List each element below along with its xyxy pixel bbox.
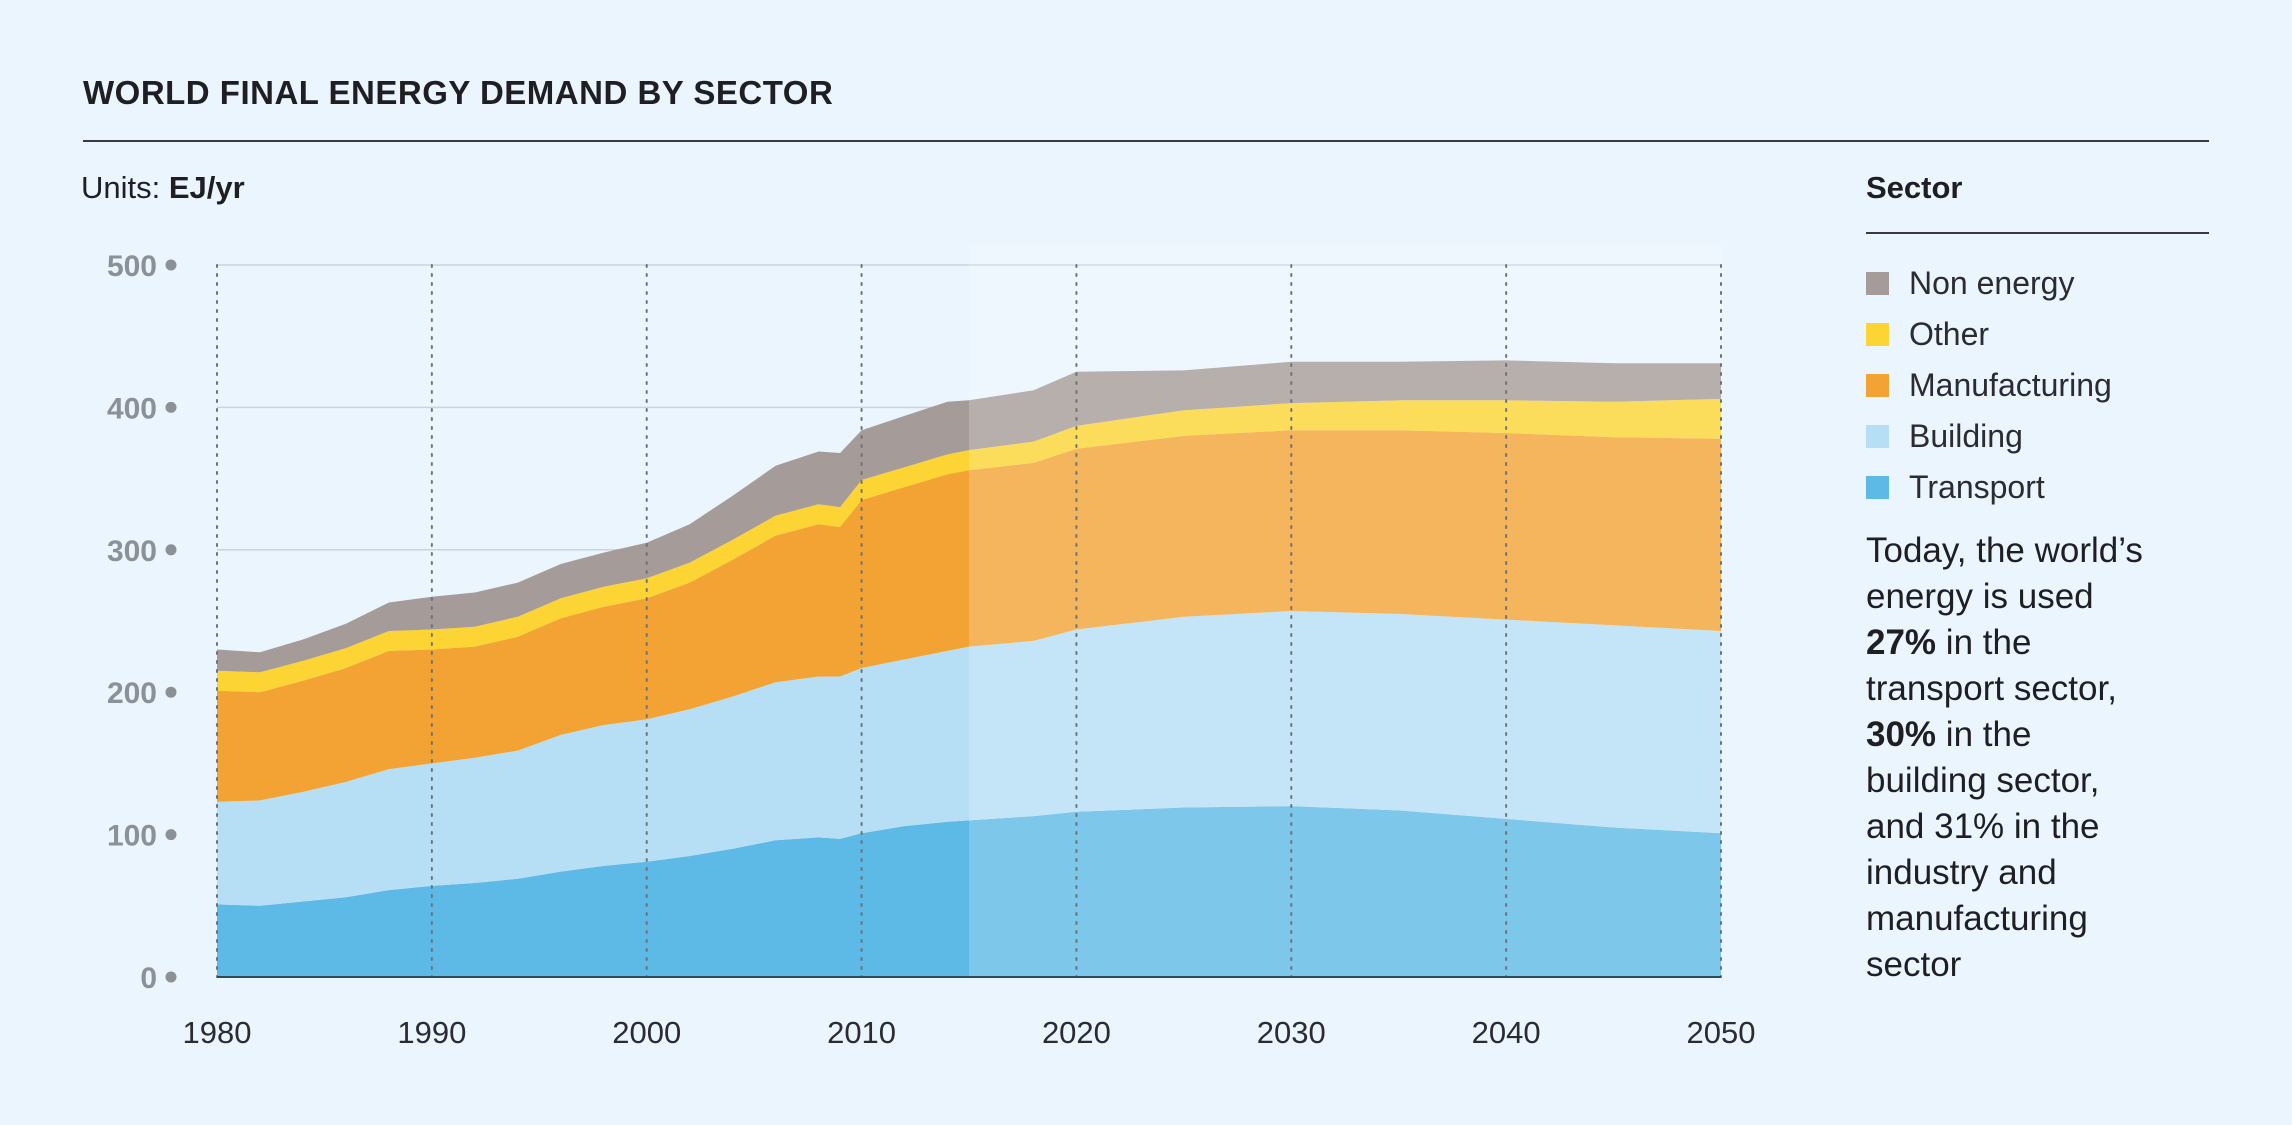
legend-swatch — [1866, 323, 1889, 346]
note-line: transport sector, — [1866, 669, 2117, 708]
x-tick-label: 2050 — [1687, 1015, 1756, 1050]
legend-label: Building — [1909, 418, 2023, 454]
legend-list: Non energy Other Manufacturing Building … — [1866, 258, 2209, 513]
title-divider — [83, 140, 2209, 142]
legend-item-non-energy: Non energy — [1866, 258, 2209, 309]
y-tick-dot — [165, 971, 177, 983]
legend-swatch — [1866, 425, 1889, 448]
note-line: manufacturing — [1866, 899, 2088, 938]
note-line: and 31% in the — [1866, 807, 2100, 846]
legend-swatch — [1866, 272, 1889, 295]
note-building-percent: 30% — [1866, 715, 1937, 754]
legend-label: Non energy — [1909, 265, 2075, 301]
note-line: in the — [1936, 715, 2032, 754]
legend-item-transport: Transport — [1866, 462, 2209, 513]
axes: 0 100 200 300 400 500 1980 1990 2000 2010 2020 2030… — [107, 250, 1756, 1050]
projection-overlay — [969, 245, 1721, 977]
area-other — [217, 398, 1721, 693]
y-tick-dot — [165, 401, 177, 413]
y-tick-label: 500 — [107, 250, 157, 283]
units-value: EJ/yr — [168, 170, 245, 205]
summary-note: Today, the world’s energy is used 27% in… — [1866, 528, 2196, 988]
legend-title: Sector — [1866, 170, 1963, 205]
units-prefix: Units: — [81, 170, 169, 205]
legend-item-other: Other — [1866, 309, 2209, 360]
x-tick-label: 2020 — [1042, 1015, 1111, 1050]
year-gridlines — [216, 264, 1722, 978]
area-building — [217, 611, 1721, 906]
y-tick-dot — [165, 829, 177, 841]
area-series — [217, 360, 1721, 977]
area-transport — [217, 806, 1721, 977]
legend-label: Transport — [1909, 469, 2045, 505]
note-line: industry and — [1866, 853, 2057, 892]
y-tick-label: 100 — [107, 820, 157, 853]
note-transport-percent: 27% — [1866, 623, 1937, 662]
units-label: Units: EJ/yr — [81, 170, 245, 206]
y-tick-dot — [165, 686, 177, 698]
legend-item-building: Building — [1866, 411, 2209, 462]
x-tick-label: 1980 — [183, 1015, 252, 1050]
x-tick-label: 2010 — [827, 1015, 896, 1050]
legend: Sector Non energy Other Manufacturing Bu… — [1866, 170, 2209, 513]
legend-swatch — [1866, 476, 1889, 499]
legend-swatch — [1866, 374, 1889, 397]
chart-title: WORLD FINAL ENERGY DEMAND BY SECTOR — [83, 74, 834, 111]
note-line: Today, the world’s — [1866, 531, 2143, 570]
note-line: sector — [1866, 945, 1962, 984]
note-line: energy is used — [1866, 577, 2094, 616]
y-tick-label: 300 — [107, 535, 157, 568]
note-line: building sector, — [1866, 761, 2100, 800]
area-manufacturing — [217, 430, 1721, 802]
y-tick-dot — [165, 544, 177, 556]
x-tick-label: 1990 — [397, 1015, 466, 1050]
y-tick-label: 400 — [107, 392, 157, 425]
legend-divider — [1866, 232, 2209, 234]
x-tick-label: 2030 — [1257, 1015, 1326, 1050]
y-tick-dot — [165, 259, 177, 271]
x-tick-label: 2040 — [1472, 1015, 1541, 1050]
note-line: in the — [1936, 623, 2032, 662]
legend-label: Manufacturing — [1909, 367, 2112, 403]
area-non-energy — [217, 360, 1721, 673]
legend-label: Other — [1909, 316, 1990, 352]
x-tick-label: 2000 — [612, 1015, 681, 1050]
legend-item-manufacturing: Manufacturing — [1866, 360, 2209, 411]
y-tick-label: 200 — [107, 677, 157, 710]
y-tick-label: 0 — [140, 962, 157, 995]
